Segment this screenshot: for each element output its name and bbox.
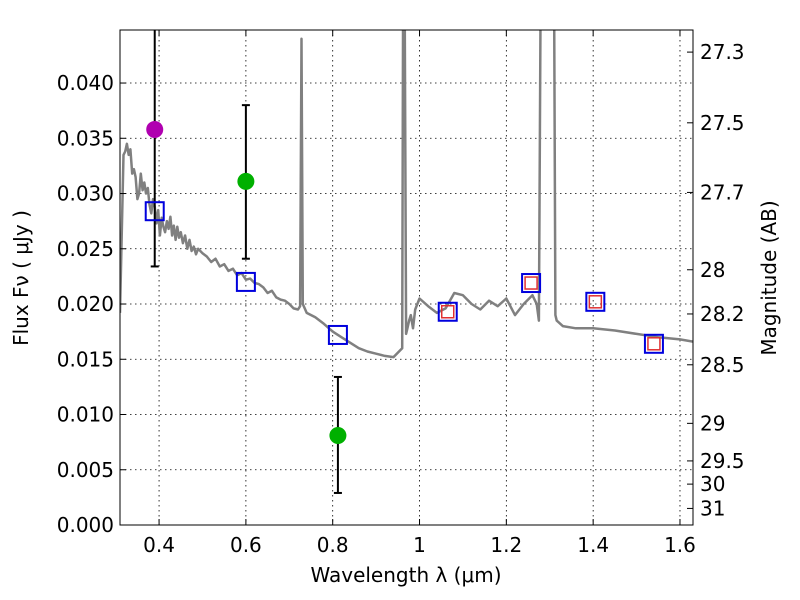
x-tick-label-4: 1.2 — [490, 533, 522, 557]
mag-tick-label-7: 29.5 — [700, 449, 745, 473]
model-phot-square-2 — [327, 324, 348, 345]
y-axis-label: Flux Fν ( μJy ) — [9, 210, 33, 346]
y-tick-label-6: 0.030 — [57, 182, 114, 206]
mag-tick-label-2: 27.7 — [700, 180, 745, 204]
x-tick-label-0: 0.4 — [143, 533, 175, 557]
x-tick-label-2: 0.8 — [317, 533, 349, 557]
model-phot-square-0 — [144, 201, 165, 222]
x-tick-label-1: 0.6 — [230, 533, 262, 557]
model-phot-square-3 — [437, 301, 458, 322]
model-phot-square-6 — [643, 333, 664, 354]
y2-axis-label: Magnitude (AB) — [757, 200, 781, 355]
mag-tick-label-9: 31 — [700, 496, 725, 520]
mag-tick-label-8: 30 — [700, 472, 725, 496]
data-point-2-0 — [237, 172, 255, 190]
data-layer — [120, 30, 693, 494]
y-tick-label-3: 0.015 — [57, 347, 114, 371]
mag-tick-label-1: 27.5 — [700, 111, 745, 135]
model-phot-square-4 — [521, 273, 542, 294]
model-phot-square-1 — [235, 271, 256, 292]
y-tick-label-2: 0.010 — [57, 403, 114, 427]
x-tick-label-5: 1.4 — [577, 533, 609, 557]
x-axis-label: Wavelength λ (μm) — [310, 563, 501, 587]
y-tick-label-8: 0.040 — [57, 71, 114, 95]
data-point-2-1 — [329, 427, 347, 445]
plot-frame — [119, 29, 694, 526]
y-tick-label-4: 0.020 — [57, 292, 114, 316]
sed-model-line — [120, 30, 693, 359]
x-tick-label-6: 1.6 — [664, 533, 696, 557]
mag-tick-label-5: 28.5 — [700, 353, 745, 377]
mag-tick-label-3: 28 — [700, 258, 725, 282]
x-tick-label-3: 1 — [413, 533, 426, 557]
y-tick-label-5: 0.025 — [57, 237, 114, 261]
mag-tick-label-0: 27.3 — [700, 40, 745, 64]
obs-phot-square-1 — [524, 276, 538, 290]
obs-phot-square-0 — [440, 305, 455, 319]
y-tick-label-0: 0.000 — [57, 513, 114, 537]
mag-tick-label-4: 28.2 — [700, 302, 745, 326]
y-tick-label-1: 0.005 — [57, 458, 114, 482]
model-phot-square-5 — [585, 291, 606, 312]
data-point-1-0 — [146, 120, 164, 138]
y-tick-label-7: 0.035 — [57, 126, 114, 150]
mag-tick-label-6: 29 — [700, 411, 725, 435]
obs-phot-square-3 — [647, 337, 661, 351]
obs-phot-square-2 — [588, 295, 603, 309]
axes: 0.4 0.6 0.8 1 1.2 1.4 1.6 0.000 0.005 0.010 0.015 0… — [57, 30, 745, 557]
